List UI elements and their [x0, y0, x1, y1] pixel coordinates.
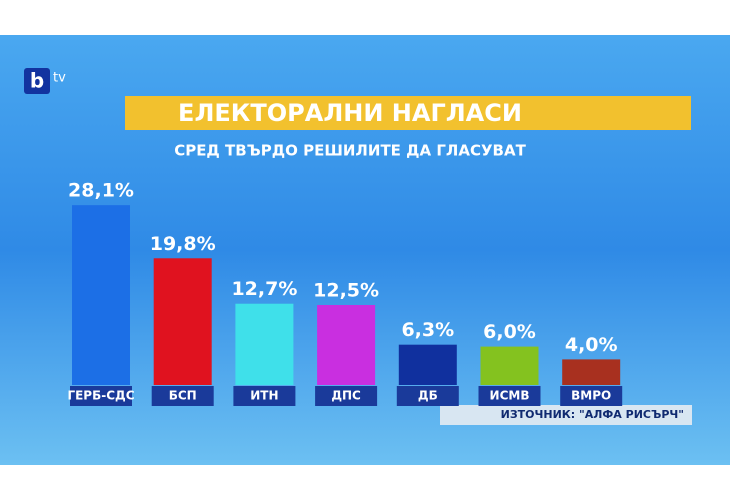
category-label: ИТН: [250, 389, 278, 403]
category-label: ДБ: [418, 389, 438, 403]
category-label: ВМРО: [571, 389, 611, 403]
category-box: [70, 386, 132, 406]
value-label: 6,3%: [401, 319, 454, 341]
logo-mark: b: [30, 69, 44, 93]
bar: [72, 205, 130, 385]
value-label: 4,0%: [565, 334, 618, 356]
category-box: [233, 386, 296, 406]
category-label: БСП: [169, 389, 197, 403]
source-bar: [440, 405, 692, 425]
category-label: ГЕРБ-СДС: [67, 389, 134, 403]
source: ИЗТОЧНИК: "АЛФА РИСЪРЧ": [501, 408, 684, 421]
category-box: [478, 386, 541, 406]
value-label: 6,0%: [483, 321, 536, 343]
category-label: ДПС: [331, 389, 361, 403]
logo-box: [24, 68, 50, 94]
title-bar: [125, 96, 691, 130]
bar: [153, 258, 212, 385]
category-label: ИСМВ: [490, 389, 530, 403]
category-box: [560, 386, 623, 406]
bar: [480, 346, 539, 385]
bar: [317, 305, 376, 385]
chart-subtitle: СРЕД ТВЪРДО РЕШИЛИТЕ ДА ГЛАСУВАТ: [174, 142, 526, 160]
bar: [235, 303, 294, 385]
value-label: 19,8%: [150, 233, 216, 255]
value-label: 12,7%: [231, 278, 297, 300]
category-box: [151, 386, 214, 406]
value-label: 28,1%: [68, 180, 134, 202]
category-box: [396, 386, 459, 406]
value-label: 12,5%: [313, 280, 379, 302]
category-box: [315, 386, 378, 406]
bar: [398, 344, 457, 385]
bar: [562, 359, 621, 385]
chart-title: ЕЛЕКТОРАЛНИ НАГЛАСИ: [178, 99, 522, 127]
logo-text: tv: [53, 71, 66, 86]
